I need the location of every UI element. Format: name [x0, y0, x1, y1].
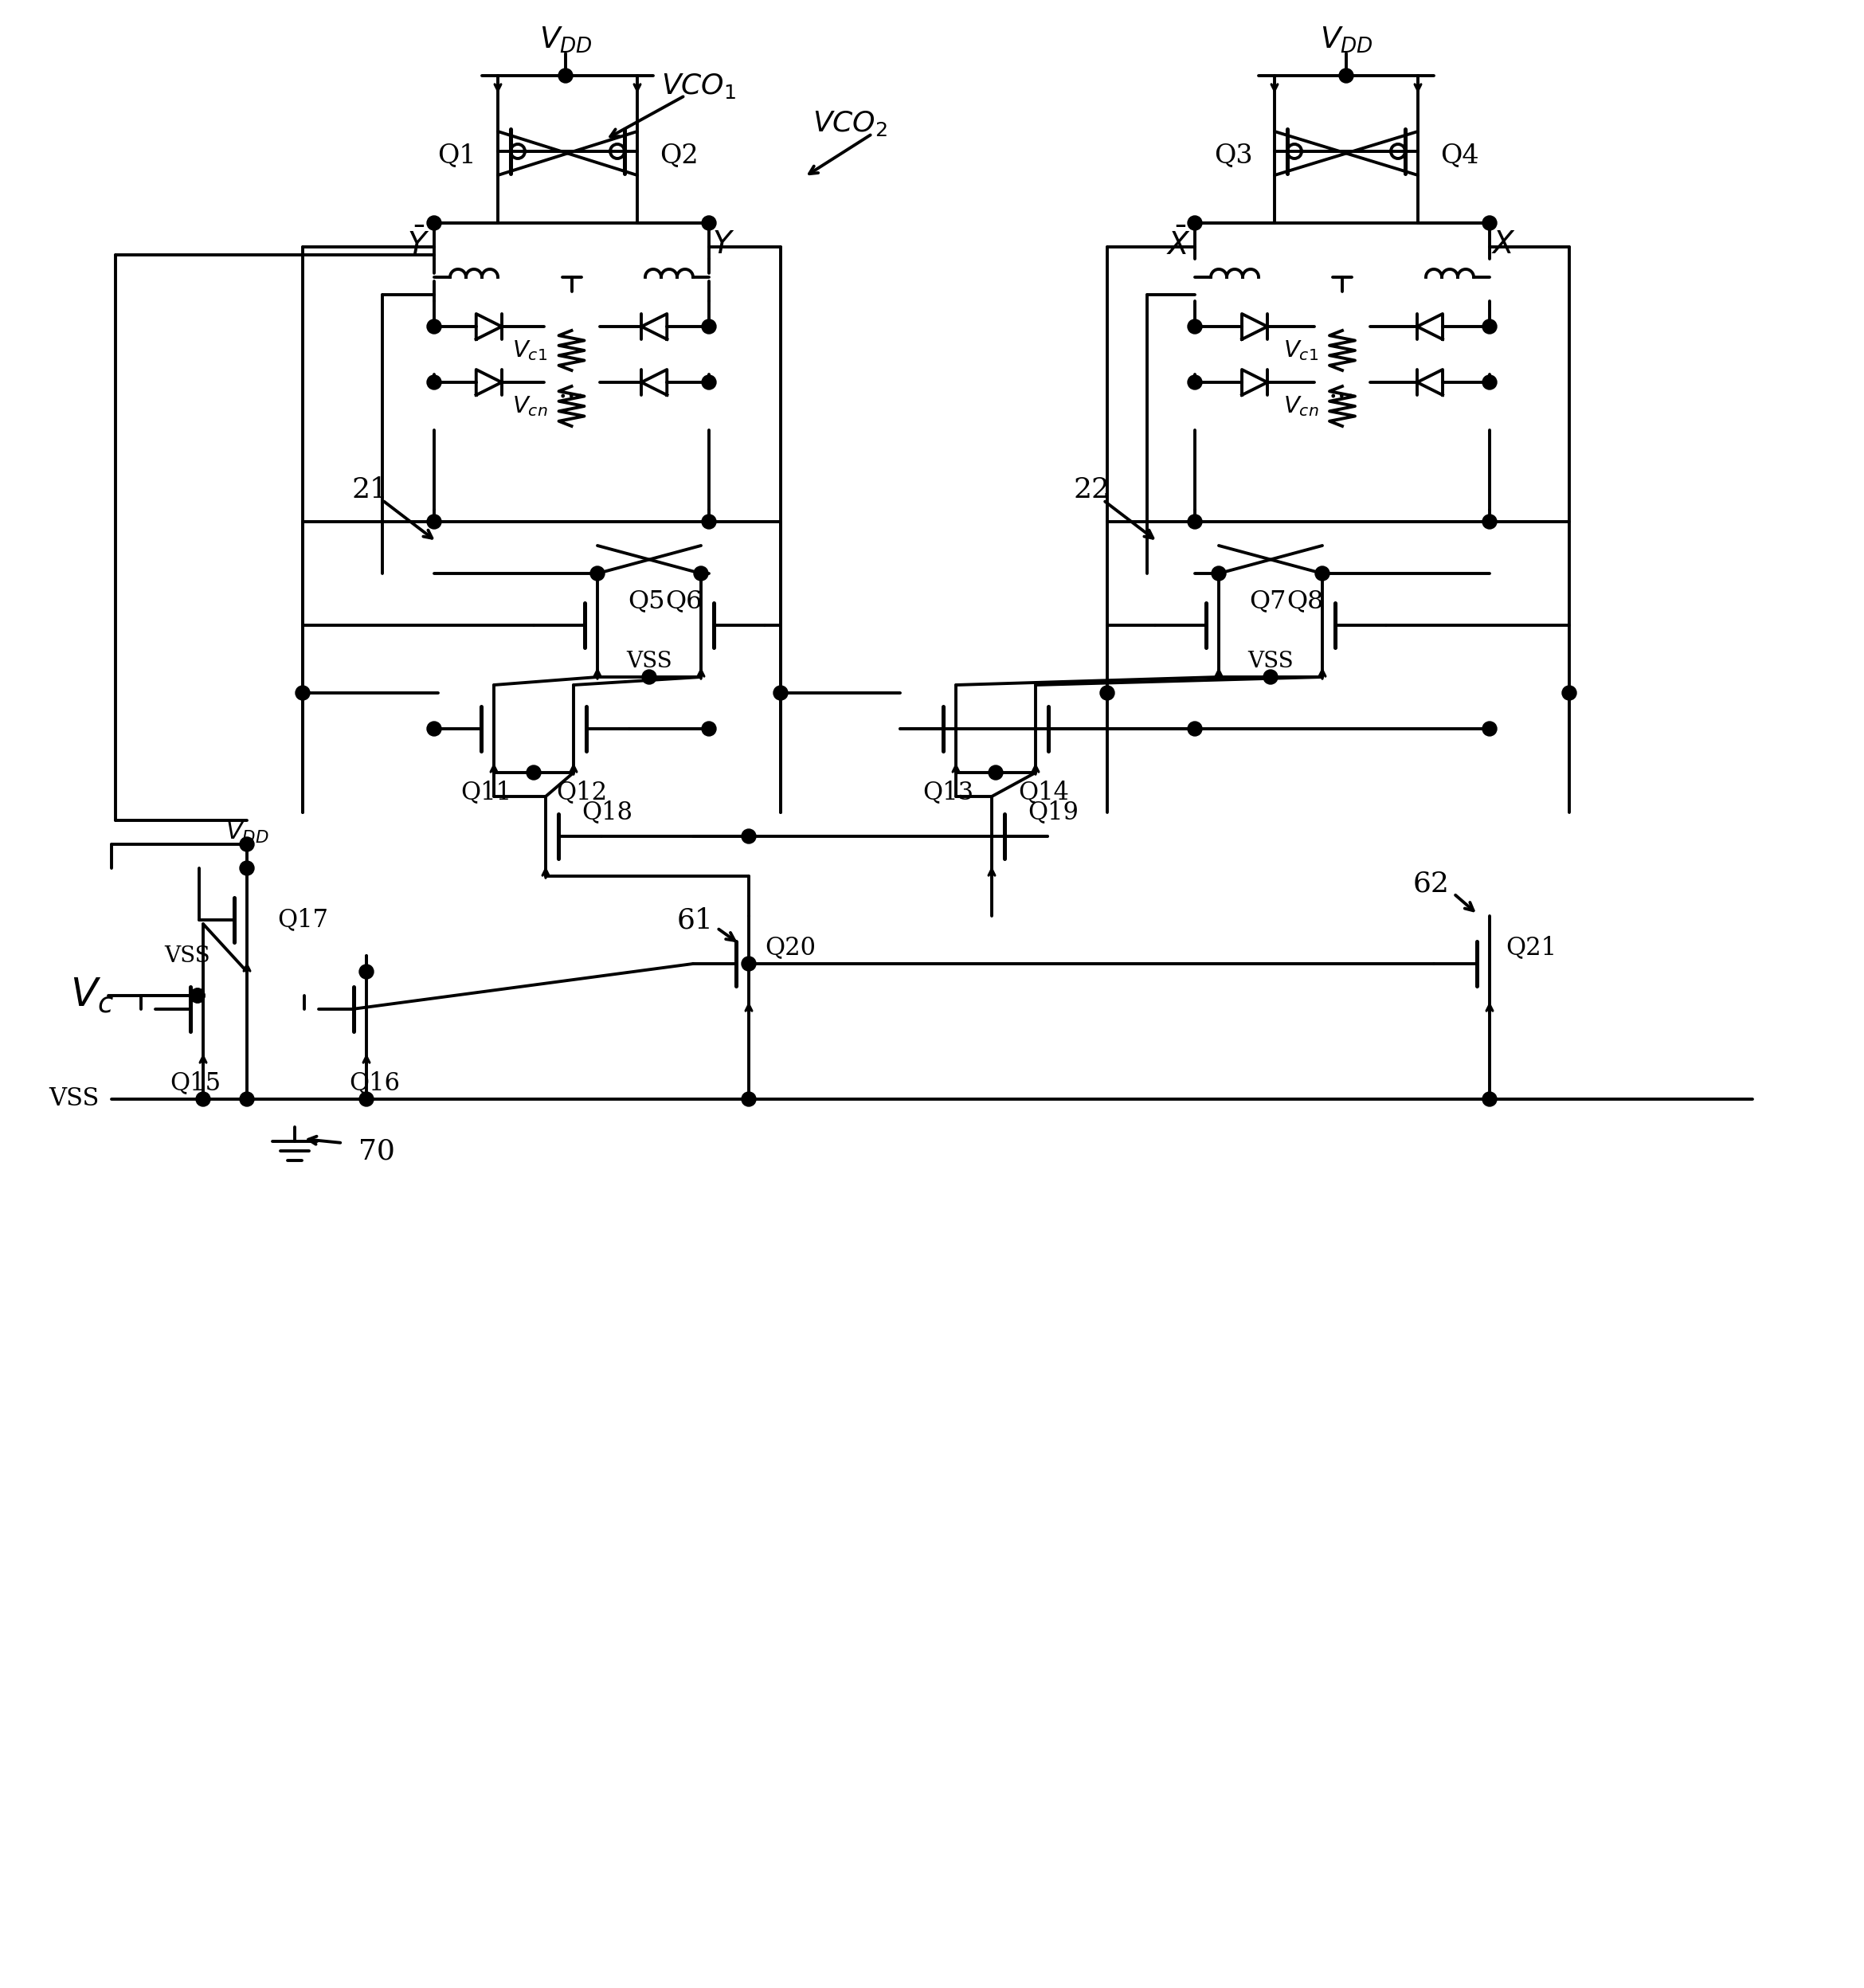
Circle shape [1187, 515, 1202, 529]
Circle shape [427, 515, 442, 529]
Circle shape [1562, 686, 1577, 700]
Text: ...: ... [1329, 378, 1355, 404]
Circle shape [742, 829, 757, 843]
Text: $V_{c1}$: $V_{c1}$ [1282, 338, 1318, 362]
Circle shape [1482, 515, 1497, 529]
Circle shape [360, 1091, 373, 1105]
Text: Q4: Q4 [1441, 143, 1478, 169]
Text: $V_{DD}$: $V_{DD}$ [226, 819, 268, 845]
Circle shape [1187, 722, 1202, 736]
Text: Q6: Q6 [665, 588, 703, 614]
Text: Q16: Q16 [349, 1072, 401, 1095]
Circle shape [641, 670, 656, 684]
Text: $\bar{Y}$: $\bar{Y}$ [406, 229, 429, 262]
Text: Q3: Q3 [1213, 143, 1253, 169]
Circle shape [701, 515, 716, 529]
Text: $Y$: $Y$ [712, 231, 734, 260]
Circle shape [1482, 722, 1497, 736]
Circle shape [1100, 686, 1115, 700]
Text: 21: 21 [352, 477, 390, 503]
Text: $\bar{X}$: $\bar{X}$ [1167, 229, 1191, 262]
Circle shape [1482, 217, 1497, 231]
Circle shape [559, 68, 572, 83]
Text: Q18: Q18 [582, 799, 632, 825]
Circle shape [774, 686, 788, 700]
Text: Q17: Q17 [278, 909, 328, 932]
Circle shape [1482, 376, 1497, 390]
Circle shape [427, 217, 442, 231]
Text: Q14: Q14 [1018, 779, 1068, 805]
Circle shape [1316, 567, 1329, 580]
Text: $V_{cn}$: $V_{cn}$ [513, 394, 548, 417]
Circle shape [1212, 567, 1227, 580]
Circle shape [240, 861, 254, 875]
Text: VSS: VSS [164, 944, 211, 966]
Text: ...: ... [557, 378, 585, 404]
Text: Q7: Q7 [1249, 588, 1286, 614]
Text: $V_{cn}$: $V_{cn}$ [1282, 394, 1318, 417]
Circle shape [701, 376, 716, 390]
Text: Q15: Q15 [170, 1072, 220, 1095]
Text: Q1: Q1 [436, 143, 475, 169]
Circle shape [742, 1091, 757, 1105]
Circle shape [1264, 670, 1277, 684]
Text: $VCO_1$: $VCO_1$ [662, 72, 736, 99]
Circle shape [526, 765, 541, 779]
Circle shape [693, 567, 708, 580]
Text: Q21: Q21 [1506, 936, 1556, 960]
Text: $VCO_2$: $VCO_2$ [813, 109, 887, 137]
Text: Q8: Q8 [1286, 588, 1323, 614]
Circle shape [240, 837, 254, 851]
Circle shape [1482, 320, 1497, 334]
Circle shape [240, 1091, 254, 1105]
Circle shape [701, 320, 716, 334]
Text: $X$: $X$ [1491, 231, 1515, 260]
Text: Q19: Q19 [1027, 799, 1079, 825]
Text: $V_{DD}$: $V_{DD}$ [1320, 26, 1372, 56]
Circle shape [427, 320, 442, 334]
Circle shape [427, 376, 442, 390]
Text: VSS: VSS [48, 1087, 99, 1111]
Circle shape [190, 988, 205, 1002]
Text: Q20: Q20 [764, 936, 816, 960]
Text: Q5: Q5 [628, 588, 665, 614]
Circle shape [296, 686, 309, 700]
Text: Q11: Q11 [460, 779, 511, 805]
Text: Q12: Q12 [555, 779, 608, 805]
Text: VSS: VSS [626, 650, 673, 672]
Text: $V_{c1}$: $V_{c1}$ [513, 338, 548, 362]
Circle shape [988, 765, 1003, 779]
Circle shape [701, 217, 716, 231]
Circle shape [1482, 1091, 1497, 1105]
Circle shape [701, 722, 716, 736]
Circle shape [1187, 376, 1202, 390]
Text: $V_c$: $V_c$ [71, 976, 114, 1016]
Text: 22: 22 [1074, 477, 1109, 503]
Circle shape [1187, 320, 1202, 334]
Circle shape [1187, 217, 1202, 231]
Circle shape [190, 988, 205, 1002]
Text: 70: 70 [358, 1137, 395, 1165]
Text: Q13: Q13 [923, 779, 973, 805]
Circle shape [427, 722, 442, 736]
Circle shape [196, 1091, 211, 1105]
Text: VSS: VSS [1247, 650, 1294, 672]
Circle shape [360, 964, 373, 978]
Circle shape [742, 956, 757, 970]
Text: 62: 62 [1413, 871, 1450, 899]
Text: $V_{DD}$: $V_{DD}$ [539, 26, 593, 56]
Circle shape [1338, 68, 1353, 83]
Circle shape [591, 567, 604, 580]
Text: Q2: Q2 [660, 143, 697, 169]
Text: 61: 61 [677, 907, 712, 934]
